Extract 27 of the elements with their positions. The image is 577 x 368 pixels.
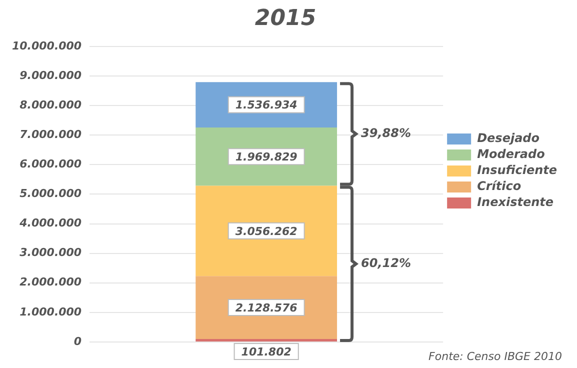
bar — [196, 338, 338, 342]
legend-label: Inexistente — [477, 195, 554, 210]
legend-label: Moderado — [477, 147, 545, 162]
annotation: 60,12% — [361, 256, 412, 270]
data-label: 101.802 — [241, 345, 292, 358]
legend-label: Crítico — [477, 179, 522, 194]
y-tick-label: 10.000.000 — [12, 39, 82, 52]
y-tick-label: 0 — [74, 334, 82, 348]
annotation: 39,88% — [361, 126, 412, 140]
y-tick-label: 8.000.000 — [20, 98, 82, 112]
y-tick-label: 4.000.000 — [18, 216, 82, 230]
y-tick-label: 2.000.000 — [20, 276, 82, 289]
data-label: 2.128.576 — [235, 301, 298, 314]
legend-label: Insuficiente — [477, 163, 557, 178]
chart-title: 2015 — [254, 6, 316, 31]
legend-label: Desejado — [477, 131, 540, 146]
data-label: 1.969.829 — [235, 150, 298, 164]
data-label: 1.536.934 — [235, 98, 298, 112]
y-tick-label: 6.000.000 — [20, 158, 82, 170]
y-tick-label: 3.000.000 — [20, 246, 82, 260]
bar — [196, 186, 338, 276]
y-tick-label: 9.000.000 — [20, 68, 82, 82]
source-note: Fonte: Censo IBGE 2010 — [428, 350, 562, 363]
y-tick-label: 5.000.000 — [20, 187, 82, 200]
y-tick-label: 1.000.000 — [20, 305, 82, 318]
y-tick-label: 7.000.000 — [20, 128, 82, 141]
data-label: 3.056.262 — [235, 224, 298, 238]
